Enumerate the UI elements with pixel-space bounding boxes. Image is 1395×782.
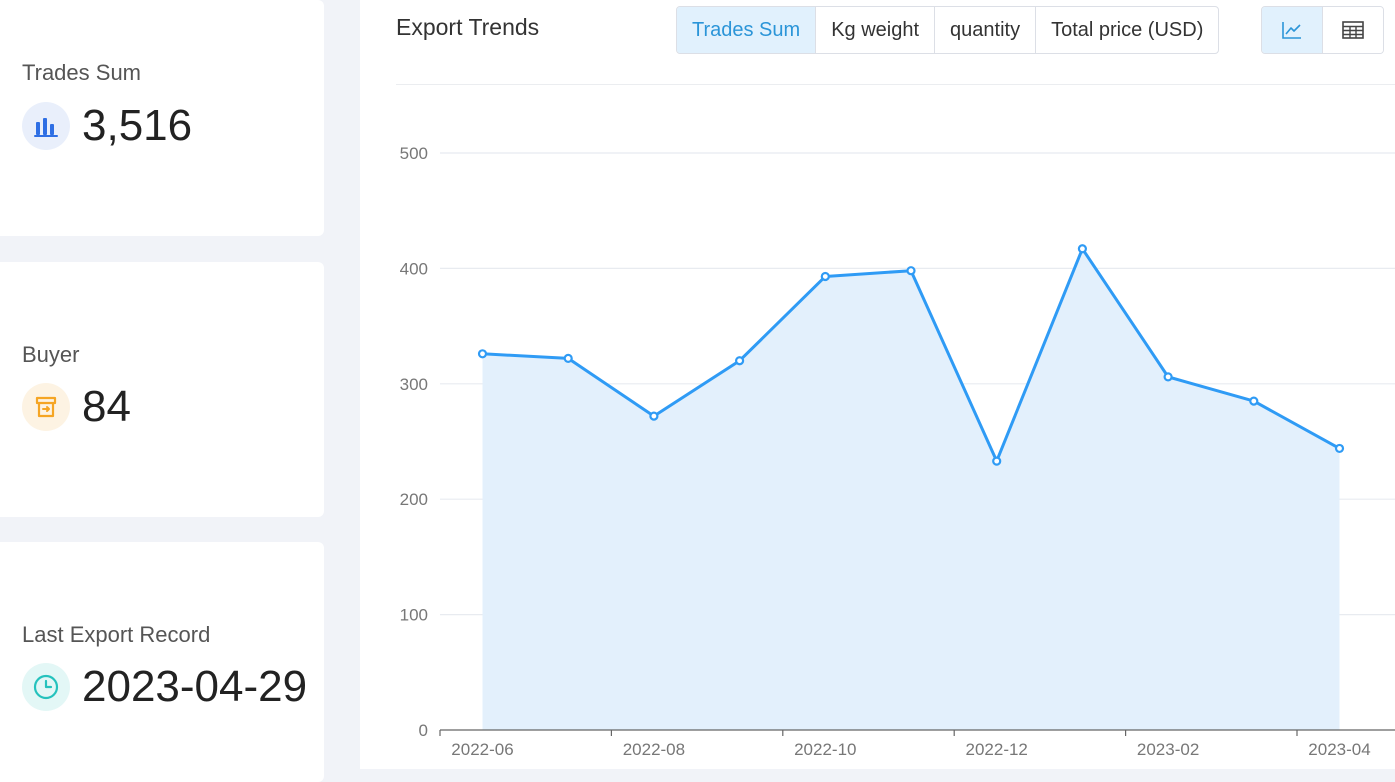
storefront-icon	[22, 383, 70, 431]
buyer-value: 84	[82, 382, 131, 431]
tab-quantity[interactable]: quantity	[934, 7, 1035, 53]
x-tick-label: 2023-04	[1308, 740, 1370, 759]
data-point	[563, 353, 573, 364]
series-area	[482, 248, 1340, 731]
x-tick-label: 2023-02	[1137, 740, 1199, 759]
data-point	[735, 356, 745, 366]
data-point	[906, 266, 916, 276]
y-tick-label: 0	[419, 721, 428, 740]
view-toggle	[1261, 6, 1384, 54]
clock-icon	[22, 663, 70, 711]
buyer-label: Buyer	[22, 342, 80, 367]
chart-title: Export Trends	[396, 14, 540, 40]
data-point	[649, 411, 659, 421]
tab-kg-weight[interactable]: Kg weight	[815, 7, 934, 53]
x-tick-label: 2022-12	[966, 740, 1028, 759]
data-point	[1249, 396, 1259, 406]
trades-sum-card: Trades Sum 3,516	[0, 0, 324, 236]
data-point	[1077, 244, 1088, 254]
y-tick-label: 400	[400, 259, 428, 278]
line-chart-icon	[1282, 22, 1301, 39]
export-trends-panel: Export Trends Trades Sum Kg weight quant…	[360, 0, 1395, 769]
y-tick-label: 500	[400, 144, 428, 163]
table-icon	[1342, 21, 1364, 39]
last-export-card: Last Export Record 2023-04-29	[0, 542, 324, 782]
last-export-value: 2023-04-29	[82, 662, 308, 711]
y-tick-label: 200	[400, 490, 428, 509]
data-point	[1163, 372, 1173, 382]
export-trends-chart: 0 100 200 300 400 500 2022-06 2022-08 2022-10 202…	[400, 144, 1395, 759]
y-tick-label: 300	[400, 375, 428, 394]
last-export-label: Last Export Record	[22, 622, 211, 647]
tab-total-price[interactable]: Total price (USD)	[1035, 7, 1218, 53]
table-view-button[interactable]	[1322, 7, 1383, 53]
y-tick-label: 100	[400, 606, 428, 625]
tab-trades-sum[interactable]: Trades Sum	[677, 7, 816, 53]
trades-sum-label: Trades Sum	[22, 60, 142, 85]
metric-tabs: Trades Sum Kg weight quantity Total pric…	[676, 6, 1220, 54]
x-tick-label: 2022-06	[451, 740, 513, 759]
x-tick-label: 2022-08	[623, 740, 685, 759]
data-point	[820, 271, 830, 282]
header-divider	[396, 84, 1395, 85]
data-point	[992, 456, 1002, 466]
data-point	[1334, 443, 1345, 454]
x-tick-label: 2022-10	[794, 740, 856, 759]
bar-chart-icon	[22, 102, 70, 150]
buyer-card: Buyer 84	[0, 262, 324, 517]
data-point	[477, 349, 488, 359]
line-chart-view-button[interactable]	[1262, 7, 1322, 53]
trades-sum-value: 3,516	[82, 101, 193, 150]
